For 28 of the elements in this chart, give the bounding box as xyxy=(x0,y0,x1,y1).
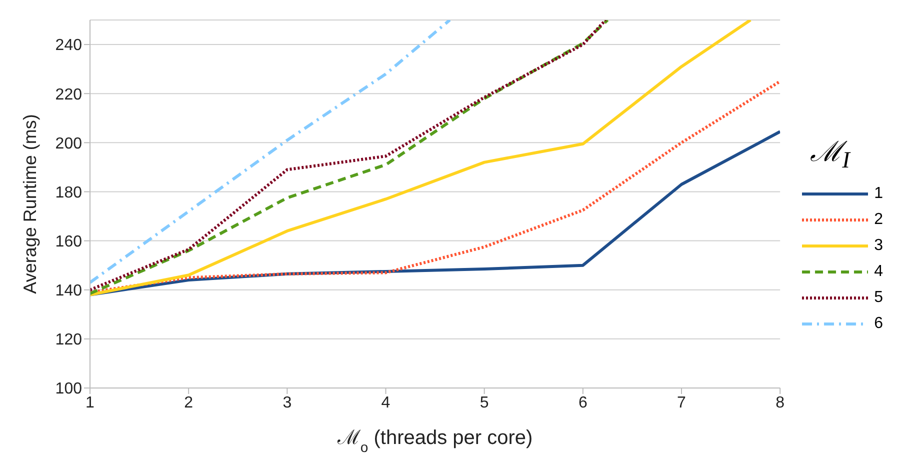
legend-label: 6 xyxy=(874,314,883,333)
y-tick-label: 220 xyxy=(55,86,82,104)
x-tick-label: 4 xyxy=(381,394,390,412)
x-tick-label: 3 xyxy=(282,394,292,412)
y-tick-label: 140 xyxy=(55,282,82,300)
line-series xyxy=(90,80,780,294)
line-series xyxy=(90,20,752,296)
y-tick-label: 240 xyxy=(55,37,82,54)
x-tick-label: 1 xyxy=(86,394,95,412)
legend-label: 2 xyxy=(874,210,883,229)
x-tick-label: 5 xyxy=(480,394,489,412)
y-axis-title: Average Runtime (ms) xyxy=(20,114,40,294)
legend-title: ℳ$_{I}$ xyxy=(810,137,850,174)
legend-label: 3 xyxy=(874,236,883,255)
legend-label: 4 xyxy=(874,262,883,281)
y-tick-label: 180 xyxy=(55,184,82,202)
x-axis-title: ℳ$_{o}$ (threads per core) xyxy=(336,427,533,455)
x-tick-label: 8 xyxy=(776,394,785,412)
x-tick-label: 2 xyxy=(184,394,194,412)
x-tick-label: 6 xyxy=(578,394,588,412)
y-tick-label: 160 xyxy=(55,233,82,250)
x-tick-label: 7 xyxy=(677,394,686,412)
y-tick-label: 120 xyxy=(55,332,82,349)
y-tick-label: 100 xyxy=(55,380,82,398)
line-series xyxy=(90,20,452,284)
legend-label: 5 xyxy=(874,288,883,307)
y-tick-label: 200 xyxy=(55,135,82,152)
legend-label: 1 xyxy=(874,184,883,203)
